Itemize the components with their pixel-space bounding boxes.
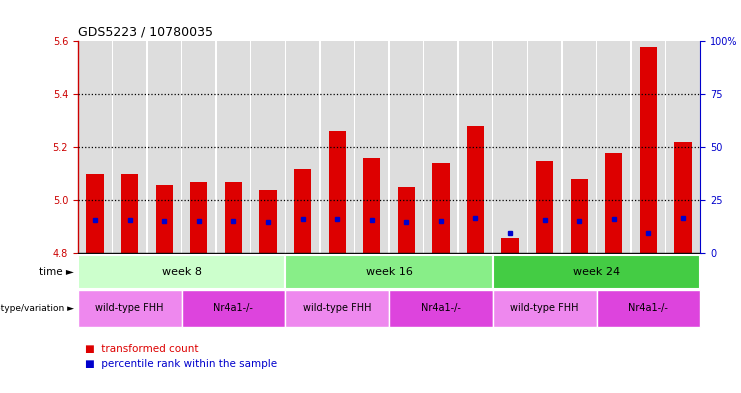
Text: Nr4a1-/-: Nr4a1-/-	[628, 303, 668, 313]
Text: Nr4a1-/-: Nr4a1-/-	[421, 303, 461, 313]
Bar	[121, 174, 139, 253]
Bar	[597, 41, 631, 253]
Text: week 16: week 16	[365, 267, 413, 277]
Text: ■  percentile rank within the sample: ■ percentile rank within the sample	[85, 359, 277, 369]
Bar	[156, 185, 173, 253]
Bar	[321, 41, 353, 253]
Bar	[285, 255, 493, 289]
Bar	[494, 41, 527, 253]
Bar	[459, 41, 492, 253]
Bar	[79, 41, 112, 253]
Text: ■  transformed count: ■ transformed count	[85, 343, 199, 354]
Bar	[674, 142, 691, 253]
Bar	[363, 158, 380, 253]
Bar	[597, 290, 700, 327]
Bar	[259, 190, 276, 253]
Bar	[182, 41, 216, 253]
Bar	[425, 41, 457, 253]
Bar	[286, 41, 319, 253]
Bar	[285, 290, 389, 327]
Bar	[328, 132, 346, 253]
Bar	[666, 41, 700, 253]
Text: GDS5223 / 10780035: GDS5223 / 10780035	[78, 26, 213, 39]
Bar	[294, 169, 311, 253]
Bar	[147, 41, 181, 253]
Bar	[432, 163, 450, 253]
Bar	[502, 237, 519, 253]
Bar	[355, 41, 388, 253]
Bar	[390, 41, 423, 253]
Text: time ►: time ►	[39, 267, 74, 277]
Bar	[398, 187, 415, 253]
Text: wild-type FHH: wild-type FHH	[511, 303, 579, 313]
Text: wild-type FHH: wild-type FHH	[303, 303, 371, 313]
Bar	[605, 153, 622, 253]
Bar	[493, 290, 597, 327]
Text: week 24: week 24	[573, 267, 620, 277]
Bar	[467, 126, 484, 253]
Bar	[113, 41, 146, 253]
Bar	[493, 255, 700, 289]
Bar	[528, 41, 561, 253]
Text: Nr4a1-/-: Nr4a1-/-	[213, 303, 253, 313]
Bar	[225, 182, 242, 253]
Bar	[562, 41, 596, 253]
Bar	[632, 41, 665, 253]
Bar	[571, 179, 588, 253]
Bar	[389, 290, 493, 327]
Bar	[78, 255, 285, 289]
Bar	[182, 290, 285, 327]
Text: wild-type FHH: wild-type FHH	[96, 303, 164, 313]
Text: week 8: week 8	[162, 267, 202, 277]
Bar	[87, 174, 104, 253]
Bar	[251, 41, 285, 253]
Text: genotype/variation ►: genotype/variation ►	[0, 304, 74, 313]
Bar	[78, 290, 182, 327]
Bar	[190, 182, 207, 253]
Bar	[536, 161, 554, 253]
Bar	[217, 41, 250, 253]
Bar	[639, 46, 657, 253]
